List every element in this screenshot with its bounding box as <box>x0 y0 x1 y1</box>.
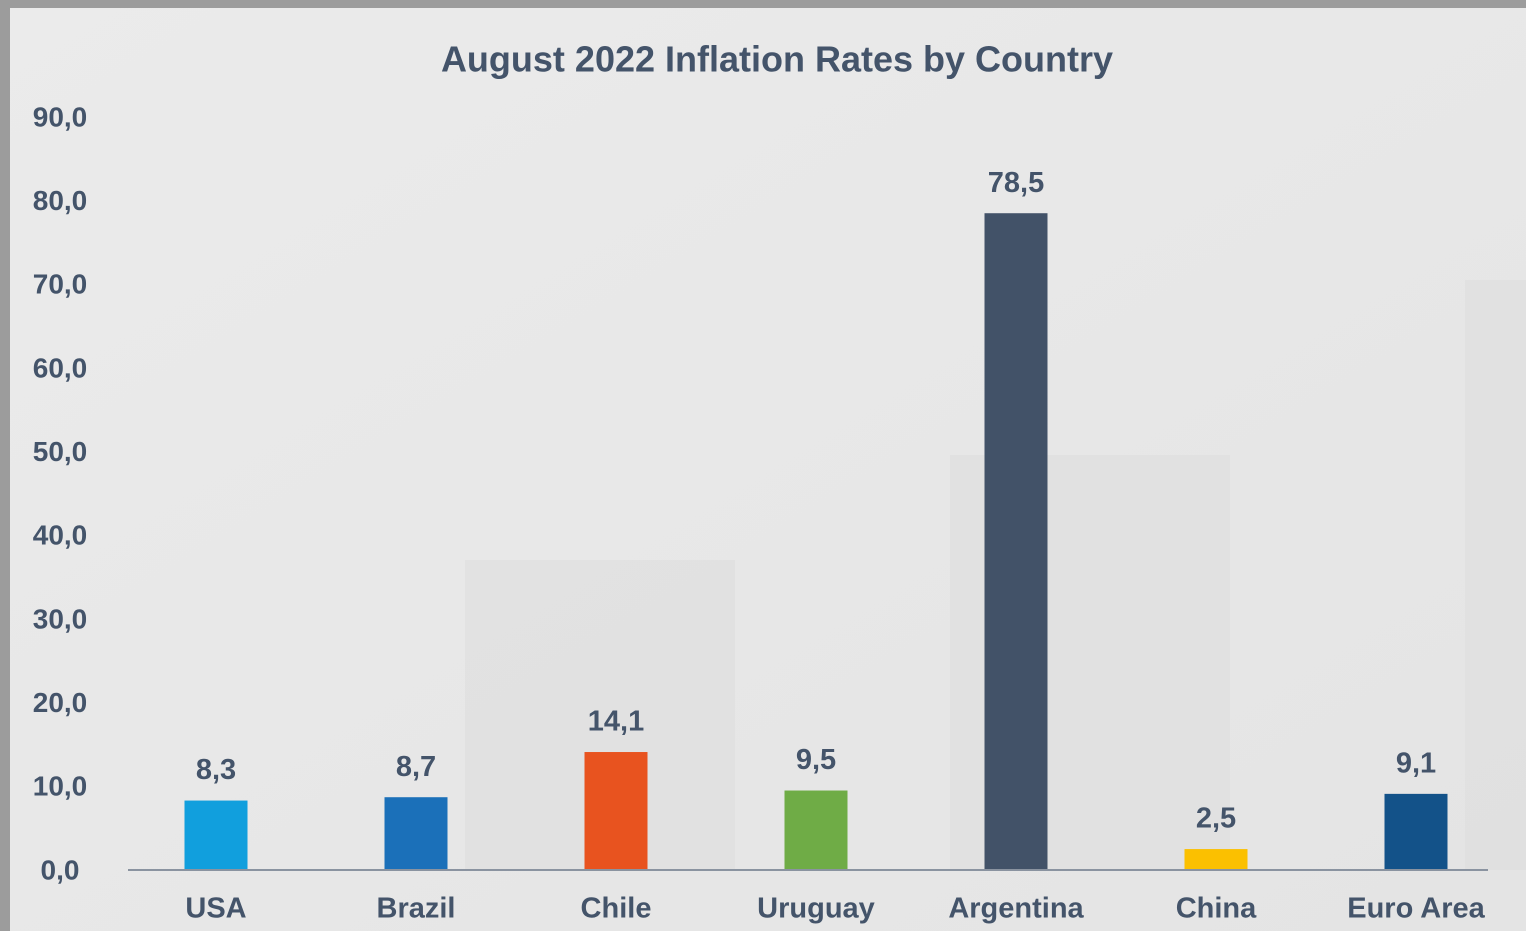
bar <box>185 801 248 870</box>
bar <box>785 791 848 870</box>
y-tick-label: 0,0 <box>41 854 80 885</box>
bar <box>385 797 448 870</box>
value-label: 8,3 <box>196 754 236 786</box>
value-label: 2,5 <box>1196 803 1236 835</box>
y-tick-label: 60,0 <box>33 352 88 383</box>
value-label: 8,7 <box>396 751 436 783</box>
y-tick-label: 50,0 <box>33 436 88 467</box>
value-label: 9,5 <box>796 744 836 776</box>
bar <box>985 213 1048 870</box>
y-tick-label: 80,0 <box>33 185 88 216</box>
x-tick-label: China <box>1176 893 1257 925</box>
x-tick-label: USA <box>185 893 246 925</box>
bar <box>1185 849 1248 870</box>
bar <box>1385 794 1448 870</box>
value-label: 78,5 <box>988 167 1044 199</box>
x-tick-label: Uruguay <box>757 893 875 925</box>
x-tick-label: Chile <box>581 893 652 925</box>
y-tick-label: 40,0 <box>33 520 88 551</box>
chart: August 2022 Inflation Rates by Country 0… <box>0 0 1526 931</box>
coin-stack-decoration <box>1465 280 1526 870</box>
y-tick-label: 10,0 <box>33 771 88 802</box>
chart-title: August 2022 Inflation Rates by Country <box>441 39 1113 80</box>
page: August 2022 Inflation Rates by Country 0… <box>0 0 1526 931</box>
value-label: 9,1 <box>1396 748 1436 780</box>
x-tick-label: Argentina <box>948 893 1084 925</box>
y-tick-label: 30,0 <box>33 603 88 634</box>
y-tick-label: 70,0 <box>33 269 88 300</box>
x-tick-label: Euro Area <box>1347 893 1485 925</box>
y-tick-label: 20,0 <box>33 687 88 718</box>
bar <box>585 752 648 870</box>
y-tick-label: 90,0 <box>33 101 88 132</box>
value-label: 14,1 <box>588 706 644 738</box>
background <box>10 8 1526 931</box>
x-tick-label: Brazil <box>377 893 456 925</box>
